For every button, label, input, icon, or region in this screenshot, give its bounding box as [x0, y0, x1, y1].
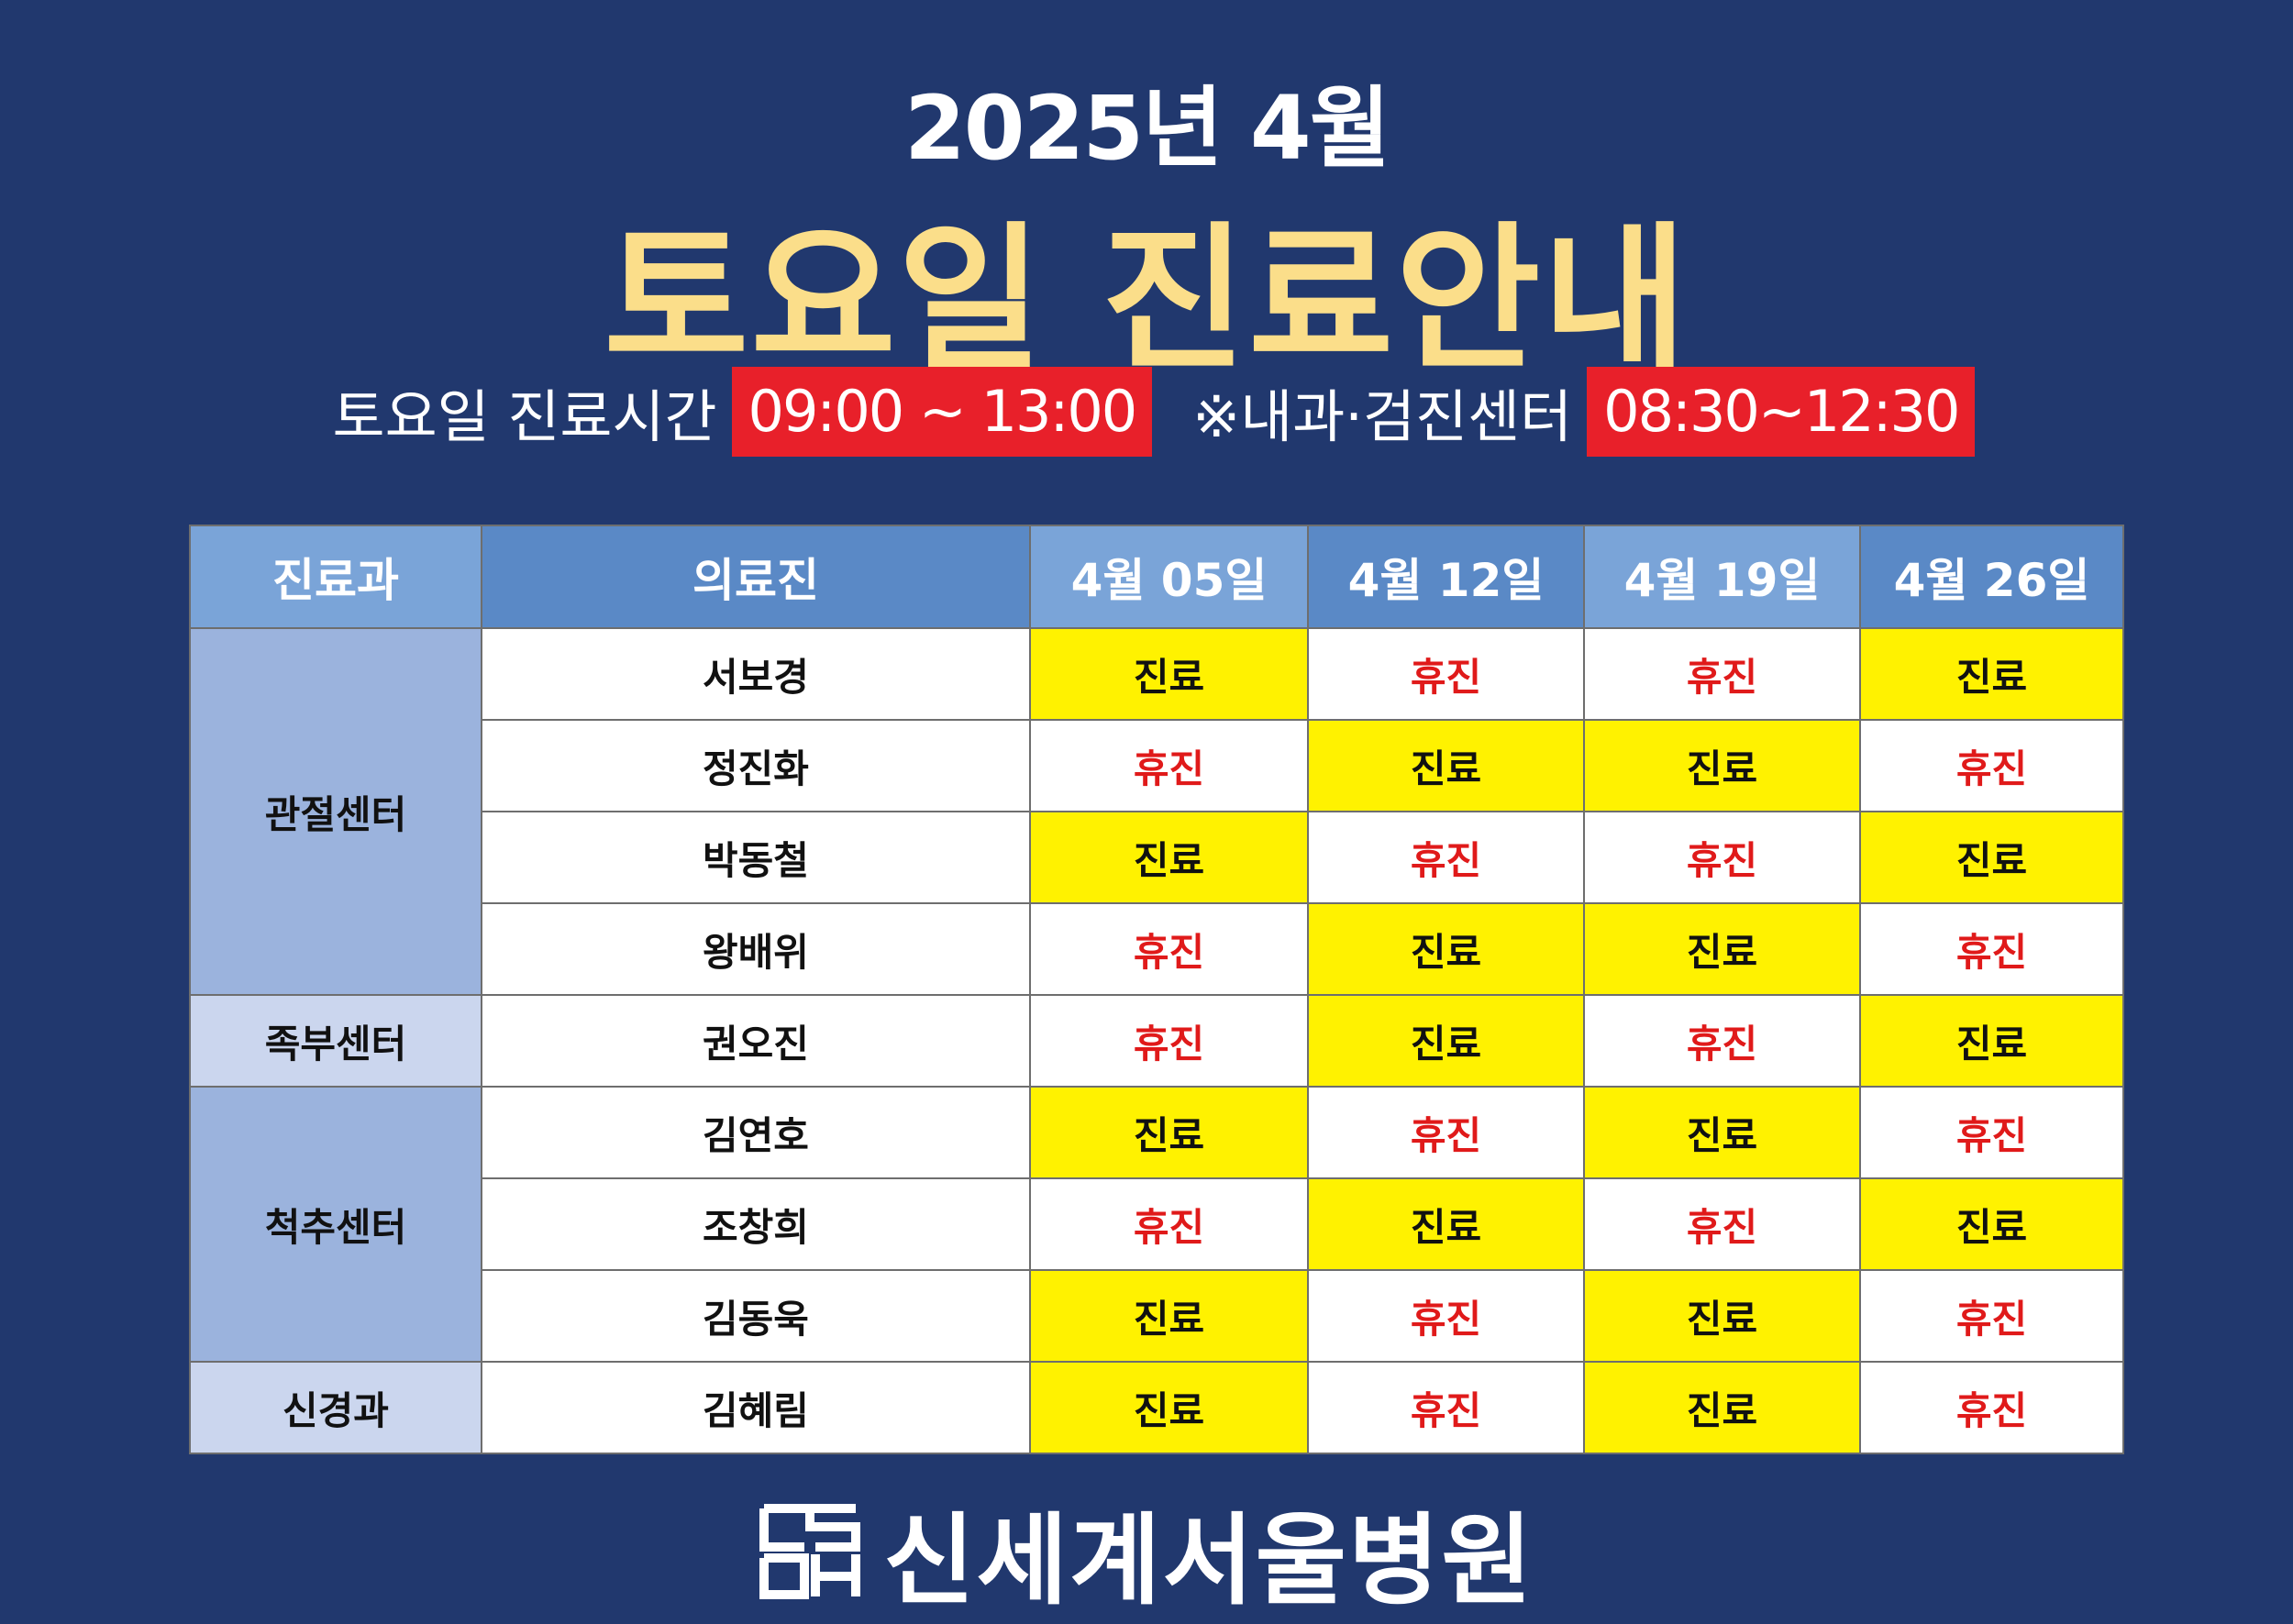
- table-row: 신경과 김혜림 진료 휴진 진료 휴진: [189, 1361, 2124, 1454]
- status-cell: 진료: [1307, 902, 1585, 996]
- year-month-heading: 2025년 4월: [903, 77, 1390, 180]
- header-date: 4월 26일: [1859, 525, 2124, 629]
- hospital-name: 신세계서울병원: [883, 1504, 1534, 1618]
- doctor-name: 김동욱: [481, 1269, 1031, 1363]
- status-cell: 진료: [1859, 1177, 2124, 1271]
- doctor-name: 서보경: [481, 627, 1031, 721]
- status-cell: 진료: [1307, 994, 1585, 1088]
- status-cell: 휴진: [1029, 994, 1309, 1088]
- status-cell: 휴진: [1859, 719, 2124, 812]
- status-cell: 휴진: [1307, 1361, 1585, 1454]
- status-cell: 휴진: [1583, 627, 1861, 721]
- hospital-logo-icon: [759, 1499, 861, 1606]
- status-cell: 진료: [1029, 1086, 1309, 1179]
- doctor-name: 박동철: [481, 811, 1031, 904]
- internal-medicine-label: ※내과·검진센터: [1192, 383, 1573, 450]
- hours-time-badge: 09:00 ~ 13:00: [731, 367, 1153, 457]
- table-row: 척추센터 김연호 진료 휴진 진료 휴진: [189, 1086, 2124, 1363]
- hospital-logo: 신세계서울병원: [0, 1481, 2293, 1624]
- status-cell: 휴진: [1029, 902, 1309, 996]
- doctor-name: 김연호: [481, 1086, 1031, 1179]
- status-cell: 진료: [1029, 811, 1309, 904]
- saturday-hours-bar: 토요일 진료시간 09:00 ~ 13:00 ※내과·검진센터 08:30~12…: [0, 367, 2293, 457]
- status-cell: 휴진: [1029, 1177, 1309, 1271]
- doctor-name: 권오진: [481, 994, 1031, 1088]
- status-cell: 휴진: [1859, 1269, 2124, 1363]
- header-date: 4월 12일: [1307, 525, 1585, 629]
- dept-cell-joint: 관절센터: [189, 627, 482, 996]
- status-cell: 휴진: [1307, 1269, 1585, 1363]
- internal-medicine-time-badge: 08:30~12:30: [1587, 367, 1976, 457]
- doctor-name: 왕배위: [481, 902, 1031, 996]
- status-cell: 휴진: [1583, 1177, 1861, 1271]
- status-cell: 진료: [1583, 902, 1861, 996]
- table-row: 조창희 휴진 진료 휴진 진료: [190, 1177, 2124, 1271]
- page-title: 토요일 진료안내: [604, 207, 1689, 392]
- status-cell: 진료: [1307, 1177, 1585, 1271]
- status-cell: 휴진: [1307, 627, 1585, 721]
- status-cell: 진료: [1307, 719, 1585, 812]
- status-cell: 휴진: [1307, 811, 1585, 904]
- table-row: 김동욱 진료 휴진 진료 휴진: [190, 1269, 2124, 1363]
- status-cell: 진료: [1029, 627, 1309, 721]
- status-cell: 휴진: [1859, 902, 2124, 996]
- status-cell: 휴진: [1583, 994, 1861, 1088]
- schedule-table: 진료과 의료진 4월 05일 4월 12일 4월 19일 4월 26일 관절센터…: [189, 525, 2124, 1454]
- doctor-name: 조창희: [481, 1177, 1031, 1271]
- header-dept: 진료과: [189, 525, 482, 629]
- status-cell: 진료: [1583, 1361, 1861, 1454]
- status-cell: 진료: [1583, 719, 1861, 812]
- status-cell: 휴진: [1859, 1361, 2124, 1454]
- table-row: 왕배위 휴진 진료 진료 휴진: [190, 902, 2124, 996]
- status-cell: 휴진: [1583, 811, 1861, 904]
- status-cell: 진료: [1859, 994, 2124, 1088]
- status-cell: 휴진: [1307, 1086, 1585, 1179]
- hours-label: 토요일 진료시간: [332, 383, 717, 450]
- status-cell: 진료: [1029, 1269, 1309, 1363]
- dept-cell-spine: 척추센터: [189, 1086, 482, 1363]
- table-row: 정진화 휴진 진료 진료 휴진: [190, 719, 2124, 812]
- doctor-name: 정진화: [481, 719, 1031, 812]
- header-date: 4월 19일: [1583, 525, 1861, 629]
- dept-cell-foot: 족부센터: [189, 994, 482, 1088]
- doctor-name: 김혜림: [481, 1361, 1031, 1454]
- table-row: 족부센터 권오진 휴진 진료 휴진 진료: [189, 994, 2124, 1088]
- status-cell: 휴진: [1859, 1086, 2124, 1179]
- status-cell: 진료: [1859, 627, 2124, 721]
- status-cell: 진료: [1029, 1361, 1309, 1454]
- header-doctor: 의료진: [481, 525, 1031, 629]
- status-cell: 진료: [1583, 1269, 1861, 1363]
- dept-cell-neuro: 신경과: [189, 1361, 482, 1454]
- status-cell: 진료: [1859, 811, 2124, 904]
- table-row: 관절센터 서보경 진료 휴진 휴진 진료: [189, 627, 2124, 996]
- table-row: 박동철 진료 휴진 휴진 진료: [190, 811, 2124, 904]
- table-header-row: 진료과 의료진 4월 05일 4월 12일 4월 19일 4월 26일: [189, 525, 2124, 629]
- status-cell: 진료: [1583, 1086, 1861, 1179]
- header-date: 4월 05일: [1029, 525, 1309, 629]
- status-cell: 휴진: [1029, 719, 1309, 812]
